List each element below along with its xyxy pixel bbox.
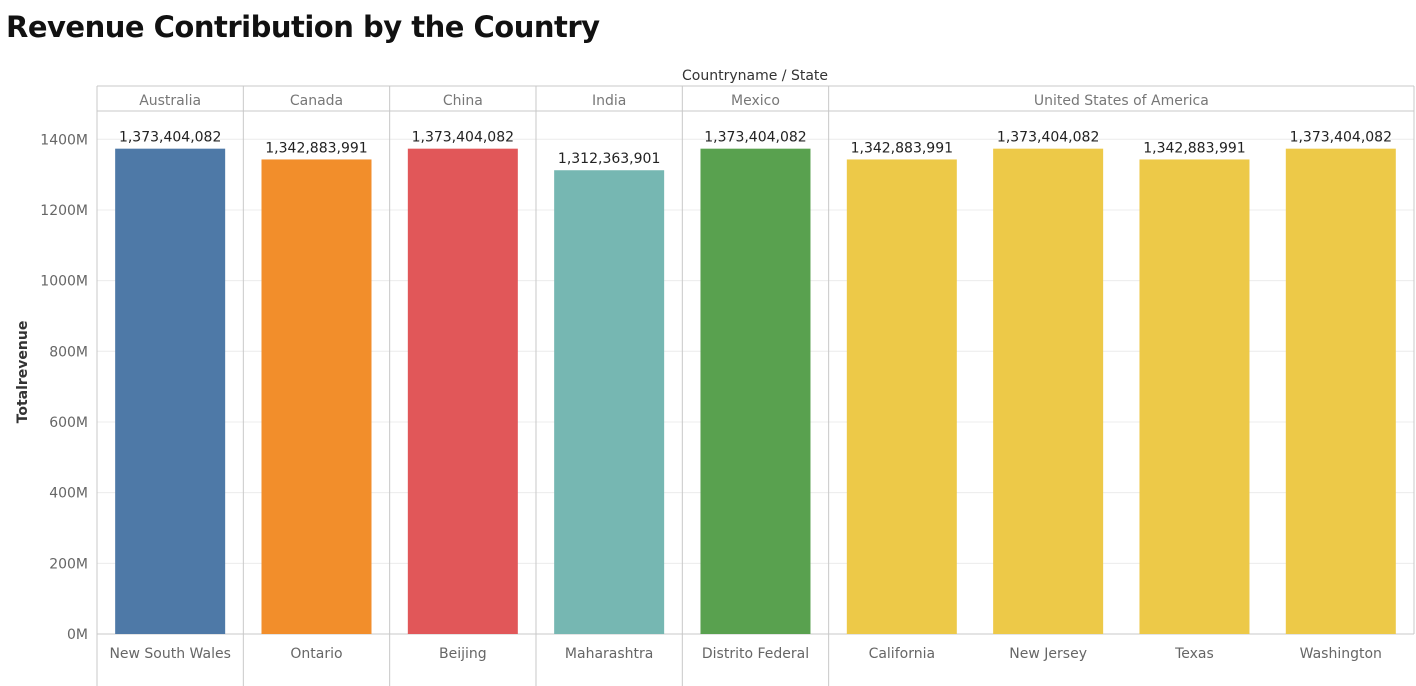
x-axis-labels: New South Wales Ontario Beijing Maharashtra… bbox=[109, 646, 1382, 662]
country-header: China bbox=[443, 93, 483, 109]
x-tick-label: New South Wales bbox=[109, 646, 230, 662]
y-tick-label: 0M bbox=[67, 627, 88, 643]
bars bbox=[115, 148, 1396, 635]
data-label: 1,373,404,082 bbox=[412, 130, 514, 146]
y-tick-label: 1200M bbox=[40, 203, 88, 219]
bar bbox=[1285, 148, 1396, 634]
bar bbox=[115, 148, 226, 634]
column-header-title: Countryname / State bbox=[682, 68, 828, 84]
y-tick-label: 400M bbox=[49, 486, 88, 502]
bar bbox=[700, 148, 811, 634]
x-tick-label: Maharashtra bbox=[565, 646, 653, 662]
data-label: 1,342,883,991 bbox=[1143, 140, 1245, 156]
y-tick-label: 600M bbox=[49, 415, 88, 431]
value-labels: 1,373,404,082 1,342,883,991 1,373,404,082 1… bbox=[119, 130, 1392, 168]
y-tick-label: 800M bbox=[49, 344, 88, 360]
x-tick-label: Distrito Federal bbox=[702, 646, 809, 662]
data-label: 1,342,883,991 bbox=[265, 140, 367, 156]
bar bbox=[993, 148, 1104, 634]
country-header: Mexico bbox=[731, 93, 780, 109]
x-tick-label: Texas bbox=[1174, 646, 1214, 662]
country-header: Canada bbox=[290, 93, 343, 109]
y-tick-label: 1400M bbox=[40, 132, 88, 148]
y-tick-label: 200M bbox=[49, 556, 88, 572]
y-axis: 0M 200M 400M 600M 800M 1000M 1200M 1400M bbox=[40, 132, 88, 643]
data-label: 1,373,404,082 bbox=[997, 130, 1099, 146]
page-title: Revenue Contribution by the Country bbox=[6, 10, 600, 44]
y-tick-label: 1000M bbox=[40, 274, 88, 290]
x-tick-label: Washington bbox=[1300, 646, 1382, 662]
data-label: 1,373,404,082 bbox=[704, 130, 806, 146]
country-header: Australia bbox=[139, 93, 201, 109]
column-headers: Australia Canada China India Mexico United St… bbox=[139, 93, 1209, 109]
country-header: United States of America bbox=[1034, 93, 1209, 109]
bar bbox=[846, 159, 957, 634]
x-tick-label: California bbox=[869, 646, 935, 662]
x-tick-label: New Jersey bbox=[1009, 646, 1087, 662]
data-label: 1,373,404,082 bbox=[119, 130, 221, 146]
data-label: 1,342,883,991 bbox=[851, 140, 953, 156]
country-header: India bbox=[592, 93, 626, 109]
bar bbox=[407, 148, 518, 634]
data-label: 1,373,404,082 bbox=[1290, 130, 1392, 146]
x-tick-label: Ontario bbox=[290, 646, 342, 662]
bar bbox=[554, 170, 665, 635]
x-tick-label: Beijing bbox=[439, 646, 487, 662]
bar bbox=[261, 159, 372, 634]
y-axis-title: Totalrevenue bbox=[15, 321, 31, 424]
data-label: 1,312,363,901 bbox=[558, 151, 660, 167]
bar bbox=[1139, 159, 1250, 634]
